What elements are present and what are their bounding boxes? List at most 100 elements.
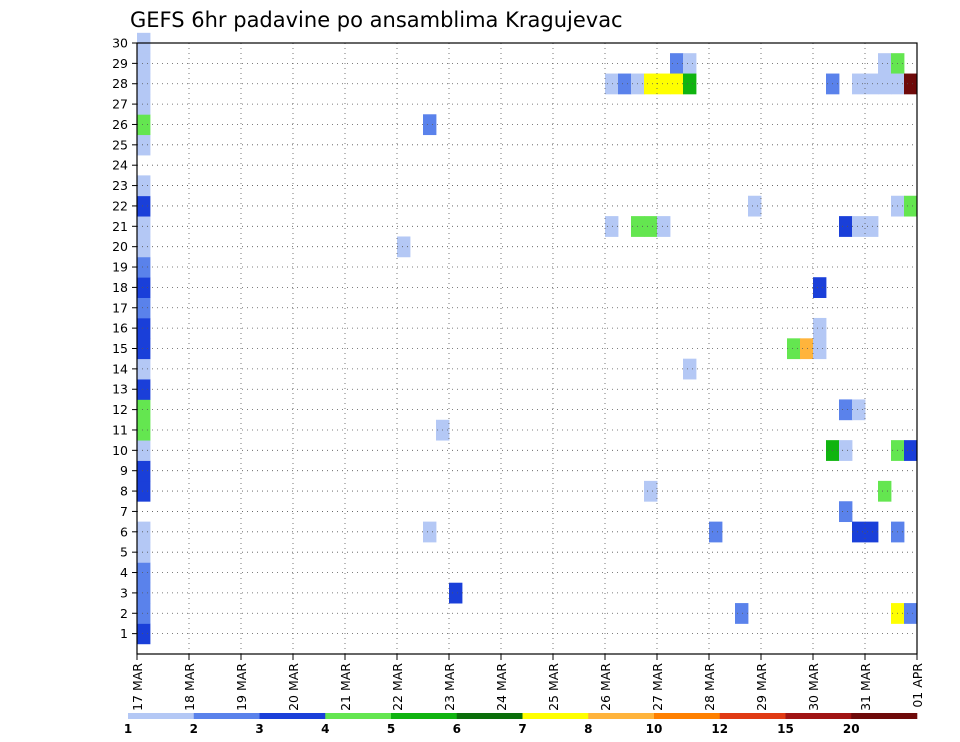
precip-cell — [137, 480, 151, 502]
y-tick-label: 9 — [120, 463, 128, 478]
precip-cell — [137, 73, 151, 95]
precip-cell — [137, 562, 151, 584]
precip-cell — [878, 73, 892, 95]
y-tick-label: 19 — [112, 260, 128, 275]
y-tick-label: 7 — [120, 504, 128, 519]
colorbar-swatch — [193, 713, 260, 719]
precip-cell — [137, 93, 151, 115]
y-tick-label: 15 — [112, 341, 128, 356]
axis-ticks — [132, 42, 918, 660]
precip-cell — [605, 73, 619, 95]
precip-cell — [605, 216, 619, 237]
precip-cell — [644, 216, 658, 237]
precip-cell — [748, 195, 762, 217]
precip-cell — [904, 195, 918, 217]
y-tick-label: 23 — [112, 178, 128, 193]
precip-cell — [683, 53, 697, 74]
x-tick-label: 30 MAR — [806, 663, 821, 711]
y-tick-label: 5 — [120, 545, 128, 560]
colorbar-swatch — [391, 713, 458, 719]
x-tick-label: 25 MAR — [546, 663, 561, 711]
precip-cell — [839, 216, 853, 237]
y-tick-label: 11 — [112, 422, 128, 437]
precip-cell — [137, 541, 151, 563]
y-tick-label: 24 — [112, 158, 128, 173]
y-tick-label: 16 — [112, 321, 128, 336]
precip-cell — [683, 358, 697, 380]
y-tick-label: 29 — [112, 56, 128, 71]
precip-cell — [423, 114, 437, 136]
x-tick-label: 19 MAR — [234, 663, 249, 711]
x-axis-tick-labels: 17 MAR 18 MAR 19 MAR 20 MAR 21 MAR 22 MAR 23 M… — [130, 663, 925, 711]
precip-cell — [813, 317, 827, 339]
colorbar-label: 20 — [843, 722, 860, 736]
precip-cell — [137, 236, 151, 258]
precip-cell — [137, 175, 151, 197]
precip-cell — [852, 216, 866, 237]
precip-cell — [137, 440, 151, 461]
precip-cell — [852, 399, 866, 421]
y-tick-label: 22 — [112, 198, 128, 213]
precip-cell — [137, 195, 151, 217]
y-tick-label: 18 — [112, 280, 128, 295]
colorbar-swatch — [588, 713, 655, 719]
colorbar-swatch — [522, 713, 589, 719]
y-tick-label: 3 — [120, 585, 128, 600]
colorbar-label: 6 — [453, 722, 461, 736]
precip-cell — [423, 521, 437, 543]
precip-cell — [670, 73, 684, 95]
colorbar-label: 8 — [584, 722, 592, 736]
y-tick-label: 17 — [112, 300, 128, 315]
precip-cell — [787, 338, 801, 360]
colorbar-label: 12 — [711, 722, 728, 736]
precip-cell — [137, 460, 151, 482]
precip-cell — [644, 480, 658, 502]
x-tick-label: 21 MAR — [338, 663, 353, 711]
y-tick-label: 4 — [120, 565, 128, 580]
precip-cell — [865, 521, 879, 543]
x-tick-label: 20 MAR — [286, 663, 301, 711]
precip-cell — [137, 114, 151, 136]
precip-cell — [878, 53, 892, 74]
precip-cell — [618, 73, 632, 95]
colorbar-swatch — [719, 713, 786, 719]
precip-cell — [670, 53, 684, 74]
precip-cell — [709, 521, 723, 543]
colorbar-label: 15 — [777, 722, 794, 736]
x-tick-label: 28 MAR — [702, 663, 717, 711]
colorbar-label: 2 — [190, 722, 198, 736]
precip-cell — [878, 480, 892, 502]
x-tick-label: 18 MAR — [182, 663, 197, 711]
y-tick-label: 28 — [112, 76, 128, 91]
precip-cell — [137, 53, 151, 74]
precip-cell — [137, 582, 151, 604]
x-tick-label: 23 MAR — [442, 663, 457, 711]
precip-cell — [839, 501, 853, 523]
precip-cell — [137, 256, 151, 278]
precip-cell — [137, 419, 151, 441]
precip-cell — [865, 216, 879, 237]
y-tick-label: 26 — [112, 117, 128, 132]
precip-cell — [904, 73, 918, 95]
y-tick-label: 12 — [112, 402, 128, 417]
precip-cell — [865, 73, 879, 95]
colorbar-label: 10 — [646, 722, 663, 736]
precip-cell — [657, 73, 671, 95]
x-tick-label: 31 MAR — [858, 663, 873, 711]
precip-cell — [137, 623, 151, 645]
precip-cell — [735, 603, 749, 624]
colorbar-label: 7 — [518, 722, 526, 736]
precip-cell — [449, 582, 463, 604]
precip-cell — [397, 236, 411, 258]
precip-cell — [137, 399, 151, 421]
colorbar-swatch — [785, 713, 852, 719]
y-tick-label: 25 — [112, 137, 128, 152]
precip-cell — [644, 73, 658, 95]
colorbar-swatch — [325, 713, 392, 719]
y-tick-label: 2 — [120, 606, 128, 621]
colorbar-label: 1 — [124, 722, 132, 736]
precip-cell — [904, 440, 918, 461]
precip-cell — [137, 277, 151, 298]
colorbar-swatch — [456, 713, 523, 719]
